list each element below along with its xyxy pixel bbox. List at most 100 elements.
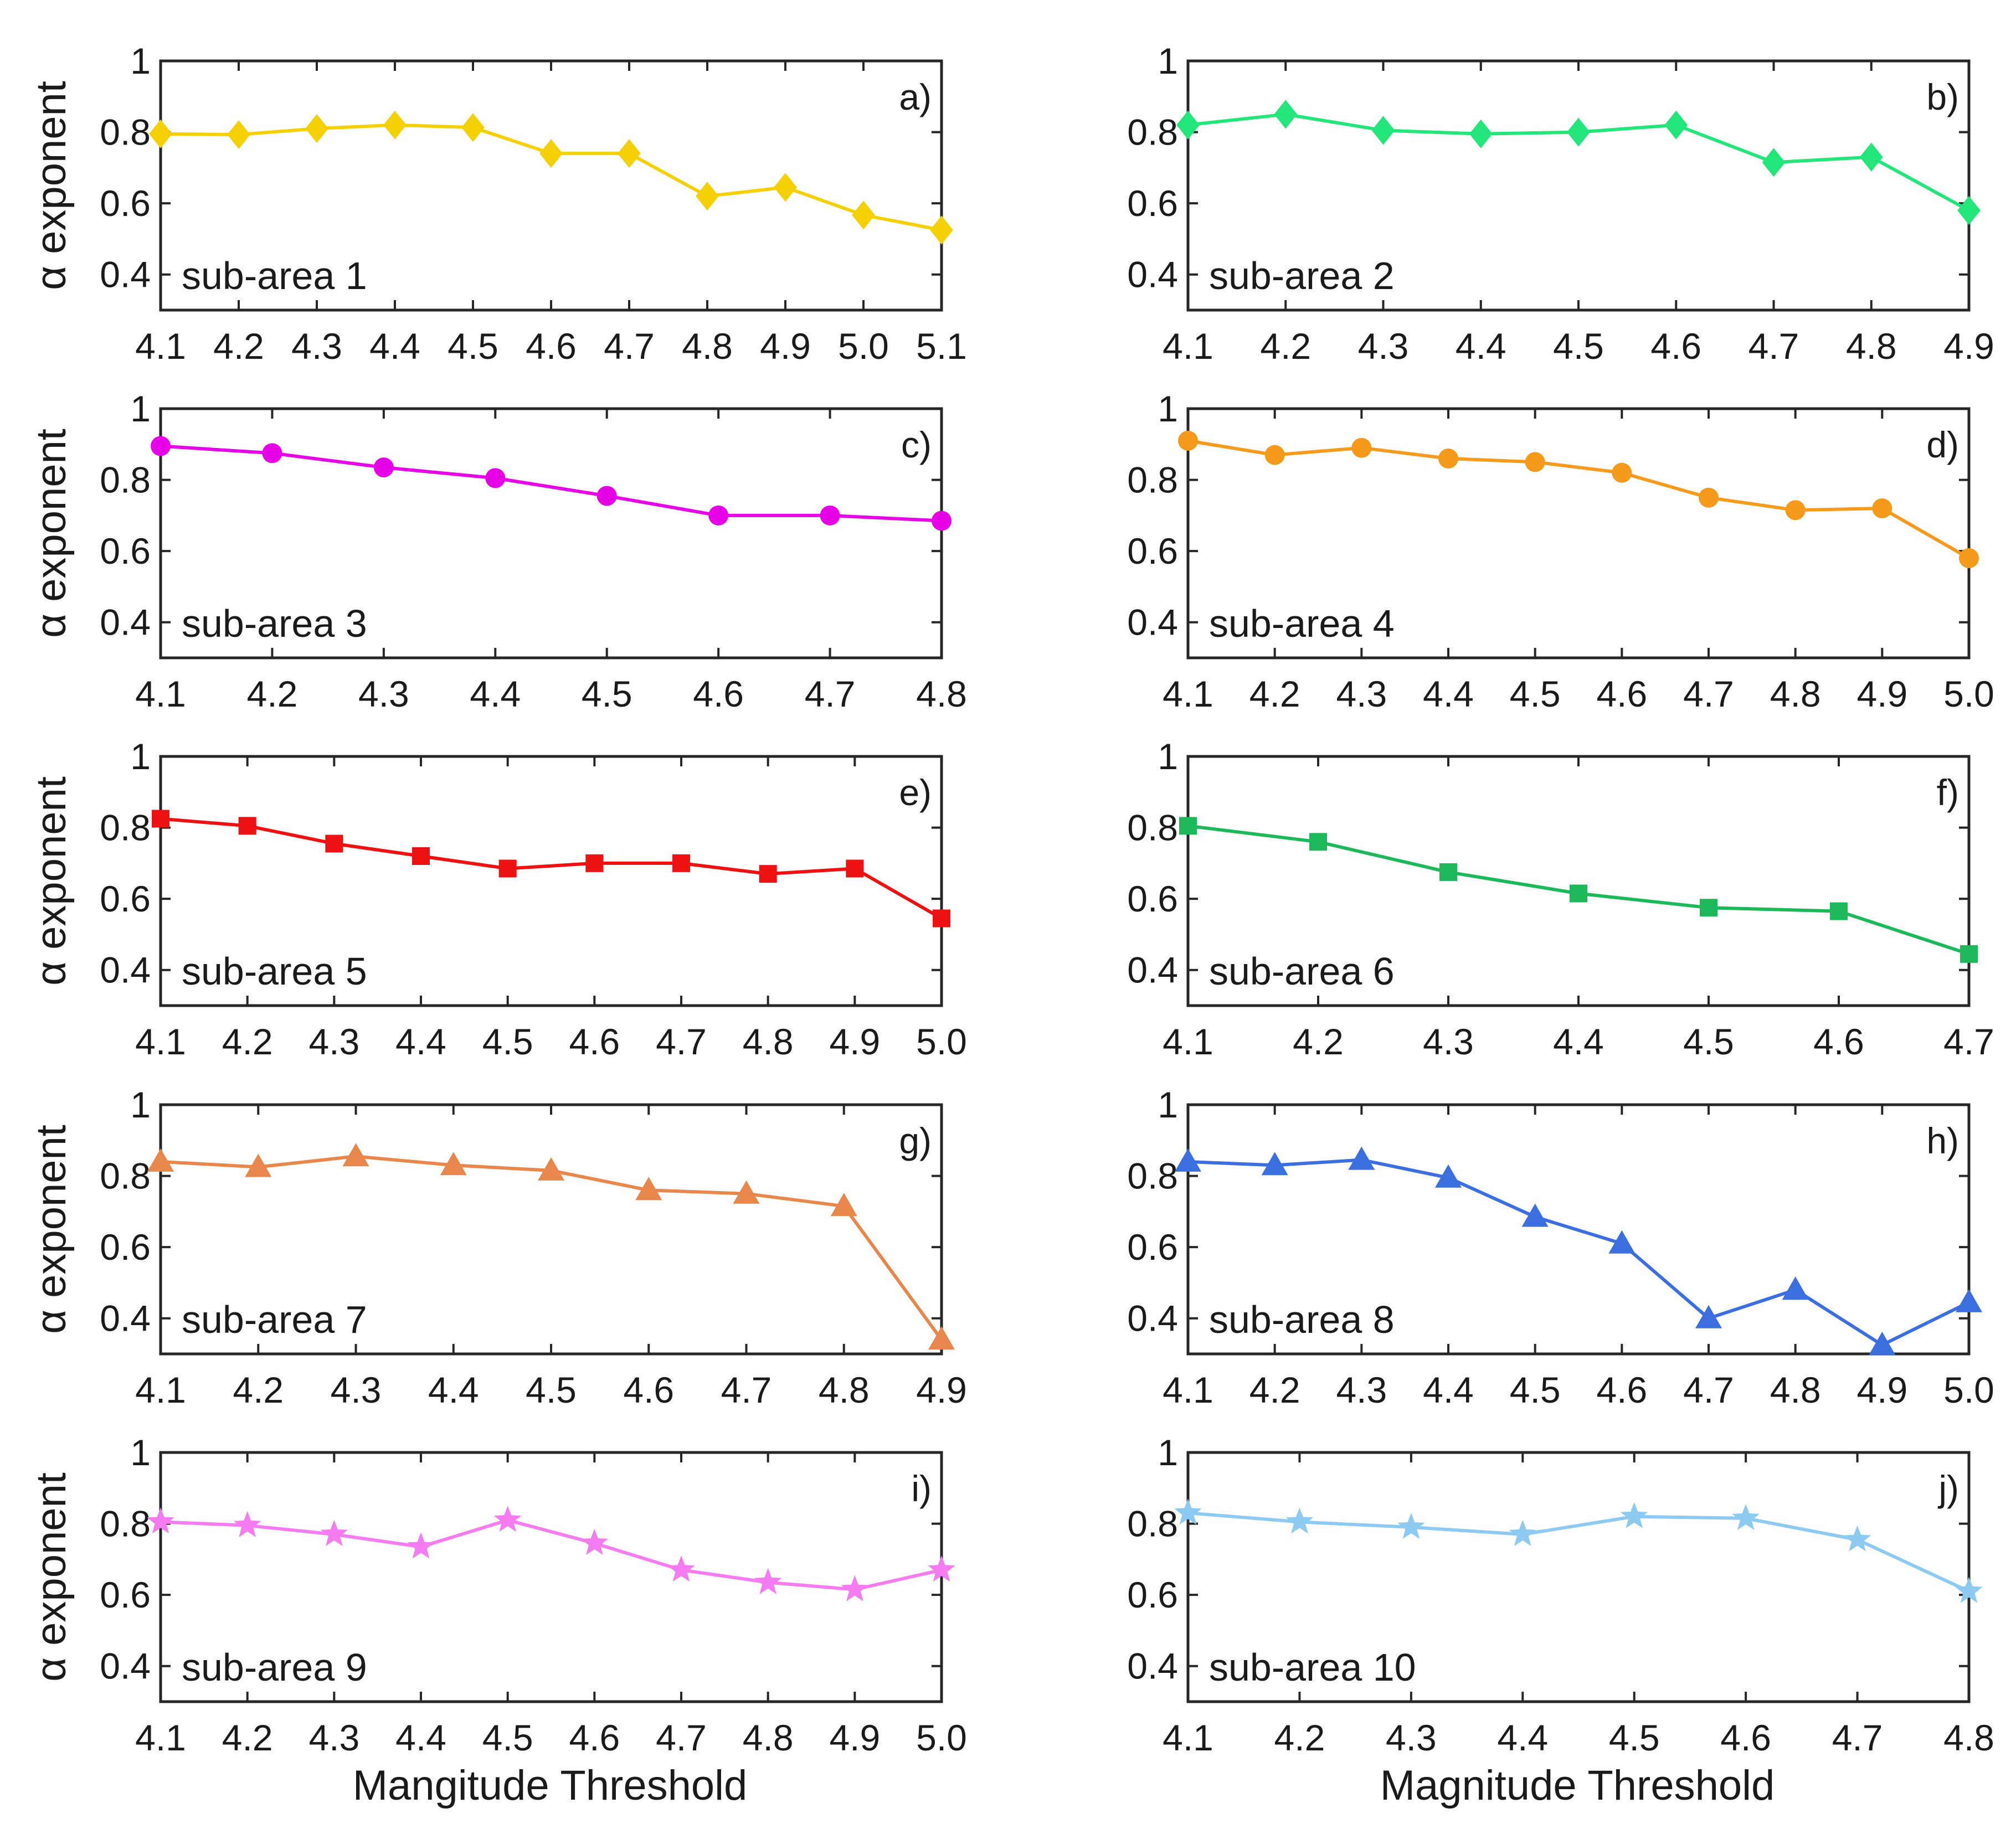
y-tick-label: 0.4 [1127,950,1178,991]
x-tick-label: 4.9 [1943,326,1994,367]
chart-panel-4: 0.4 0.6 0.8 1 4.1 4.2 4.3 4.4 4.5 4.6 4.7 4.8 4.9 5.0… [1127,388,1994,714]
y-axis-title: α exponent [28,1472,75,1682]
data-point [373,457,394,478]
series-line [160,444,942,523]
data-point [440,1152,467,1176]
x-tick-label: 4.2 [1293,1021,1344,1062]
x-tick-label: 4.2 [222,1021,273,1062]
data-point [1608,1230,1636,1254]
data-point [852,200,875,230]
chart-panel-8: 0.4 0.6 0.8 1 4.1 4.2 4.3 4.4 4.5 4.6 4.7 4.8 4.9 5.0… [1127,1084,1994,1410]
x-tick-label: 4.2 [1249,673,1300,714]
data-point [1612,462,1632,483]
x-tick-label: 4.3 [1336,673,1387,714]
data-point [930,215,953,245]
data-point [461,113,485,142]
y-tick-label: 0.4 [1127,1298,1178,1339]
y-axis-title: α exponent [28,81,75,290]
data-point [1435,1164,1462,1188]
sub-area-label: sub-area 8 [1209,1298,1395,1341]
x-tick-label: 4.6 [526,326,577,367]
data-point [245,1153,272,1177]
data-point [1869,1331,1896,1355]
y-tick-label: 1 [130,1084,151,1125]
data-point [1859,142,1883,172]
x-tick-label: 4.6 [569,1717,620,1758]
data-point [152,810,169,828]
y-tick-label: 0.6 [100,183,151,224]
x-tick-label: 4.1 [1163,326,1213,367]
data-point [1872,498,1892,518]
sub-area-label: sub-area 5 [182,950,367,993]
y-tick-label: 0.4 [100,254,151,295]
data-point [407,1532,435,1559]
x-tick-label: 4.5 [1510,673,1561,714]
x-tick-label: 4.8 [682,326,733,367]
data-point [1762,148,1786,177]
data-point [759,865,777,883]
y-tick-label: 0.6 [1127,183,1178,224]
panel-letter: a) [899,76,932,117]
y-tick-label: 0.4 [100,950,151,991]
panel-letter: e) [899,772,932,813]
y-tick-label: 0.8 [100,112,151,153]
x-tick-label: 4.3 [1358,326,1409,367]
x-tick-label: 4.7 [1683,673,1734,714]
x-tick-label: 4.4 [369,326,420,367]
data-point [320,1519,348,1546]
data-point [305,114,328,143]
panel-letter: g) [899,1120,932,1161]
plot-frame [159,1451,943,1703]
data-point [149,119,172,148]
x-tick-label: 4.6 [1596,673,1647,714]
y-tick-label: 1 [130,40,151,81]
x-tick-label: 4.1 [1163,1369,1213,1410]
y-tick-label: 0.8 [1127,807,1178,848]
sub-area-label: sub-area 7 [182,1298,367,1341]
data-point [1176,110,1200,140]
data-point [1174,1498,1202,1525]
data-point [1309,833,1327,851]
x-tick-label: 5.0 [916,1021,967,1062]
x-tick-label: 4.2 [222,1717,273,1758]
x-tick-label: 4.8 [1846,326,1897,367]
sub-area-label: sub-area 6 [1209,950,1395,993]
x-tick-label: 4.7 [1832,1717,1883,1758]
y-tick-label: 0.8 [100,807,151,848]
panel-letter: j) [1937,1468,1959,1509]
y-tick-label: 1 [130,388,151,429]
y-tick-label: 0.8 [1127,1156,1178,1197]
data-point [830,1193,857,1217]
x-tick-label: 4.6 [1650,326,1701,367]
data-point [493,1506,522,1532]
x-tick-label: 4.2 [1260,326,1311,367]
plot-frame [1186,1103,1971,1356]
data-point [1955,1577,1983,1603]
x-tick-label: 5.1 [916,326,967,367]
x-tick-label: 4.4 [1497,1717,1548,1758]
x-tick-label: 4.1 [1163,1717,1213,1758]
data-point [342,1143,369,1167]
x-tick-label: 4.8 [1770,673,1821,714]
x-tick-label: 4.7 [1748,326,1799,367]
sub-area-label: sub-area 4 [1209,602,1395,645]
x-tick-label: 4.9 [829,1717,880,1758]
data-point [1621,1502,1648,1528]
y-tick-label: 0.6 [100,1574,151,1615]
plot-frame [159,407,943,660]
y-tick-label: 0.4 [1127,1646,1178,1687]
y-tick-label: 1 [130,736,151,777]
sub-area-label: sub-area 10 [1209,1646,1416,1689]
series-line [1187,1158,1970,1347]
data-point [1509,1519,1536,1546]
chart-panel-6: 0.4 0.6 0.8 1 4.1 4.2 4.3 4.4 4.5 4.6 4.7 f) sub-are… [1127,736,1994,1062]
x-tick-label: 4.4 [428,1369,479,1410]
data-point [708,505,729,526]
x-tick-label: 4.6 [623,1369,674,1410]
x-tick-label: 4.3 [308,1717,359,1758]
x-tick-label: 4.7 [721,1369,772,1410]
data-point [928,1326,955,1350]
data-point [233,1511,261,1537]
chart-panel-9: 0.4 0.6 0.8 1 4.1 4.2 4.3 4.4 4.5 4.6 4.7 4.8 4.9 5.0… [28,1432,967,1758]
x-tick-label: 4.4 [395,1021,446,1062]
